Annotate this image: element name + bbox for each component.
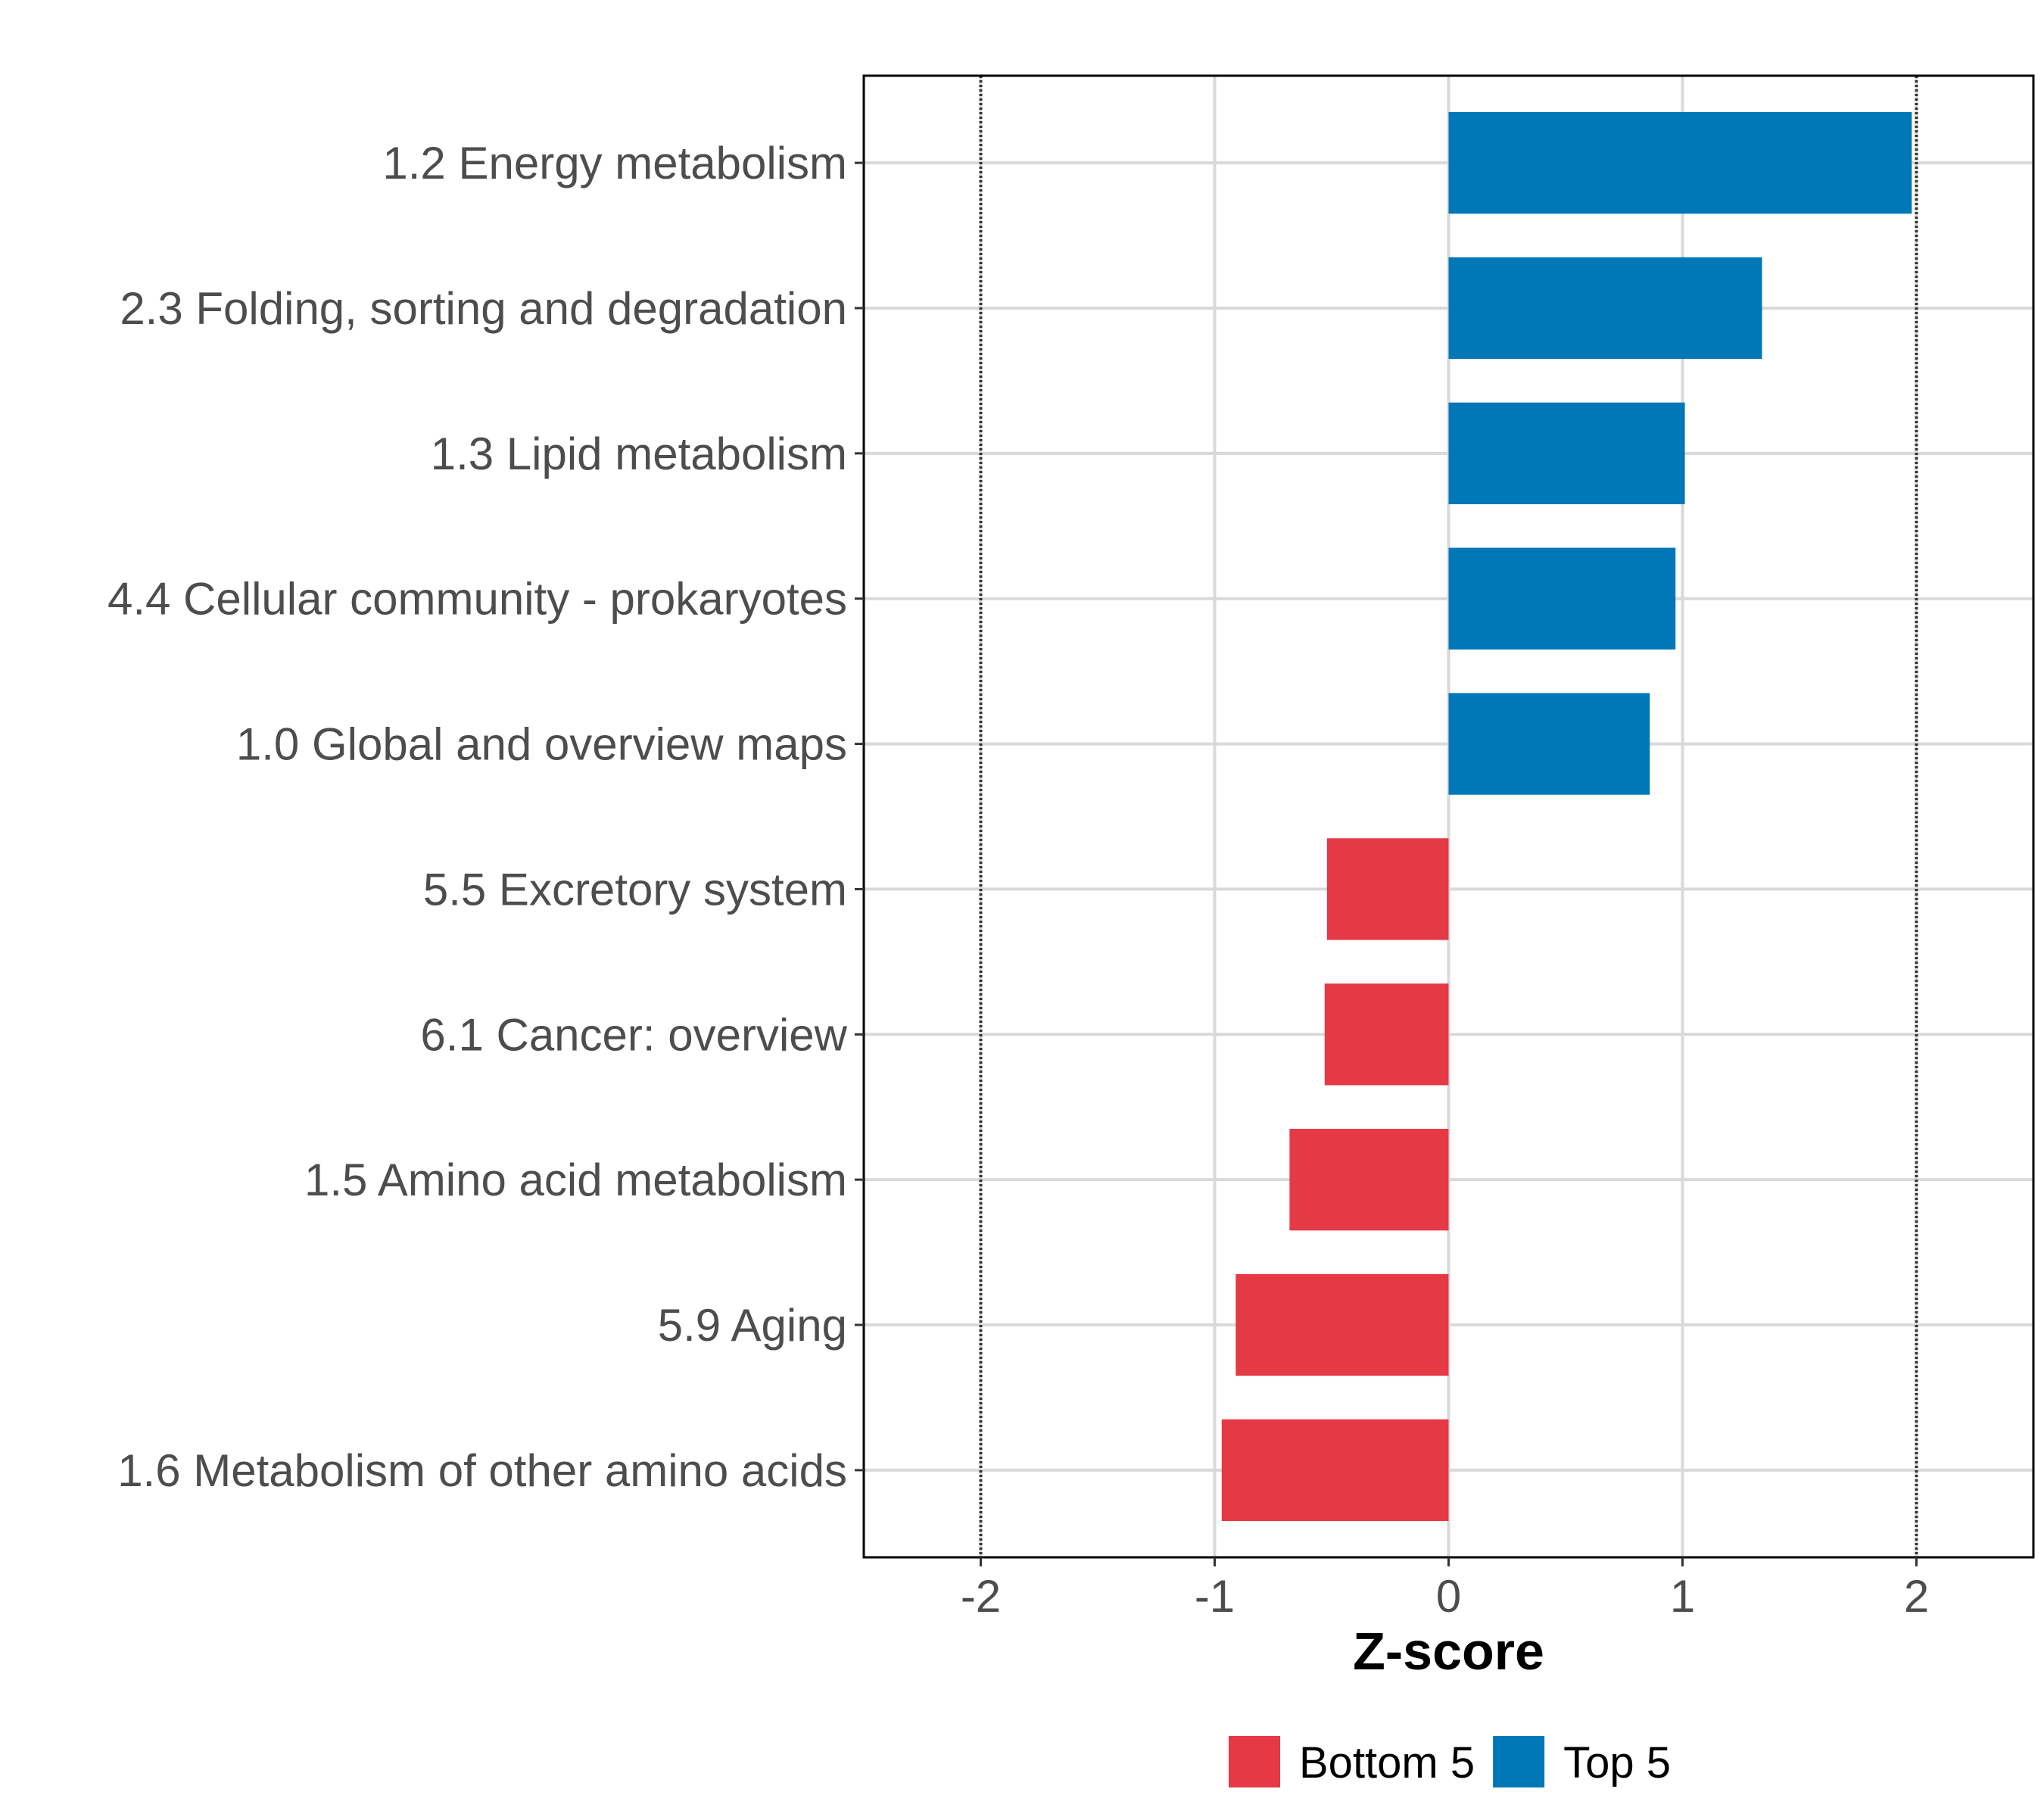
x-tick-label: 0: [1436, 1571, 1461, 1622]
bar: [1448, 547, 1676, 650]
y-tick-label: 5.9 Aging: [658, 1300, 847, 1351]
x-tick-label: 1: [1670, 1571, 1695, 1622]
legend-swatch: [1493, 1736, 1545, 1787]
bar: [1448, 693, 1650, 795]
y-tick-label: 5.5 Excretory system: [423, 864, 847, 915]
bar: [1221, 1419, 1449, 1522]
x-axis: -2 -1 0 1 2: [961, 1557, 1929, 1622]
legend-label: Top 5: [1563, 1738, 1671, 1787]
bar: [1448, 402, 1685, 504]
y-tick-label: 1.3 Lipid metabolism: [431, 429, 847, 479]
legend-label: Bottom 5: [1299, 1738, 1475, 1787]
x-axis-title: Z-score: [1353, 1622, 1544, 1681]
x-tick-label: 2: [1904, 1571, 1929, 1622]
y-axis: 1.2 Energy metabolism 2.3 Folding, sortin…: [107, 138, 864, 1496]
bars: [1221, 111, 1912, 1522]
legend-swatch: [1229, 1736, 1280, 1787]
legend: Bottom 5 Top 5: [1229, 1736, 1671, 1787]
y-tick-label: 1.6 Metabolism of other amino acids: [117, 1445, 847, 1496]
bar: [1324, 983, 1449, 1086]
x-tick-label: -1: [1195, 1571, 1235, 1622]
bar: [1289, 1129, 1449, 1231]
reference-lines: [979, 76, 1918, 1557]
y-tick-label: 2.3 Folding, sorting and degradation: [120, 283, 847, 334]
y-tick-label: 6.1 Cancer: overview: [420, 1009, 847, 1060]
y-tick-label: 1.0 Global and overview maps: [236, 719, 847, 770]
y-tick-label: 4.4 Cellular community - prokaryotes: [107, 574, 847, 625]
bar: [1448, 257, 1762, 360]
x-tick-label: -2: [961, 1571, 1001, 1622]
bar: [1448, 111, 1912, 214]
bar: [1326, 838, 1449, 940]
y-tick-label: 1.5 Amino acid metabolism: [304, 1155, 847, 1205]
y-tick-label: 1.2 Energy metabolism: [382, 138, 847, 189]
bar: [1235, 1273, 1449, 1376]
